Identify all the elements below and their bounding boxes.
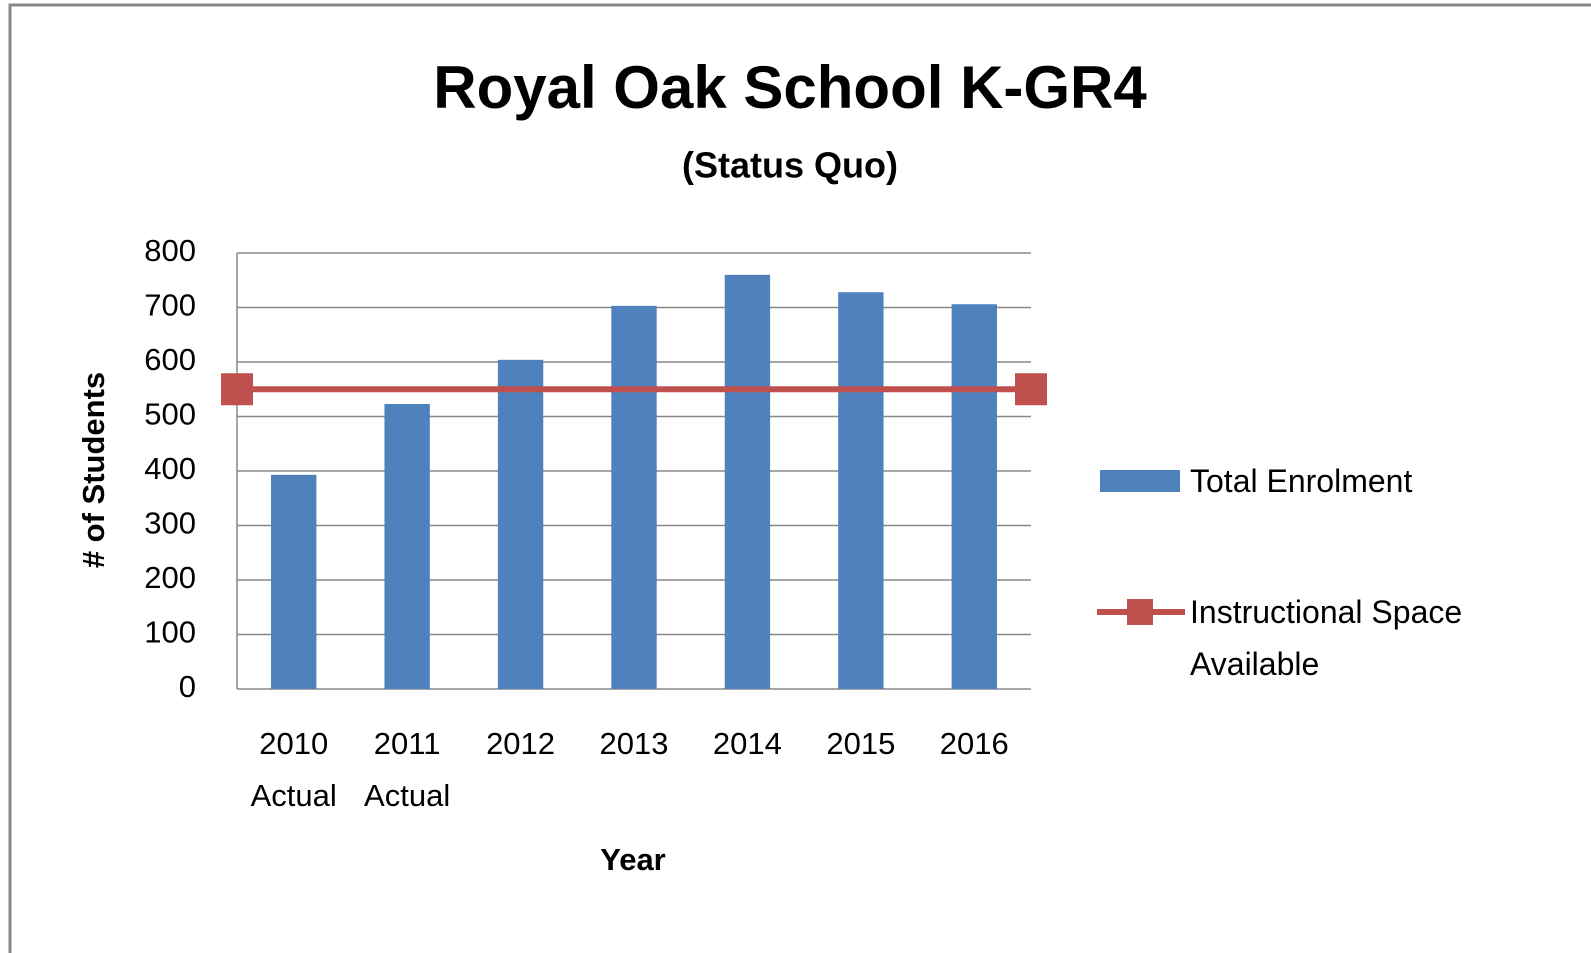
x-tick-label: 2015 [826, 726, 896, 761]
y-tick-label: 400 [144, 451, 196, 486]
legend-marker [1127, 599, 1153, 625]
line-marker [221, 373, 253, 406]
x-tick-label: 2011 Actual [364, 726, 451, 813]
y-tick-label: 300 [144, 506, 196, 541]
x-tick-label: 2013 [599, 726, 669, 761]
bar [611, 305, 657, 689]
bar [497, 359, 544, 689]
legend-label: Total Enrolment [1190, 463, 1413, 499]
y-tick-label: 700 [144, 288, 196, 323]
y-tick-label: 500 [144, 397, 196, 432]
bar [951, 304, 997, 689]
bar [838, 292, 884, 689]
chart-title: Royal Oak School K-GR4 [433, 54, 1147, 121]
bar [384, 403, 430, 689]
x-tick-label: 2012 [486, 726, 556, 761]
y-tick-label: 100 [144, 615, 196, 650]
y-axis-title: # of Students [76, 372, 111, 568]
line-marker [1015, 373, 1047, 406]
bar [724, 274, 771, 689]
legend-label: Instructional Space Available [1190, 594, 1463, 682]
x-axis-title: Year [600, 842, 666, 877]
y-tick-label: 600 [144, 342, 196, 377]
x-tick-label: 2016 [939, 726, 1009, 761]
legend-swatch [1100, 470, 1180, 492]
chart-subtitle: (Status Quo) [682, 145, 898, 186]
x-tick-label: 2010 Actual [250, 726, 337, 813]
y-tick-label: 0 [179, 669, 196, 704]
bar [271, 474, 317, 689]
y-tick-label: 800 [144, 233, 196, 268]
y-tick-label: 200 [144, 560, 196, 595]
x-tick-label: 2014 [712, 726, 782, 761]
